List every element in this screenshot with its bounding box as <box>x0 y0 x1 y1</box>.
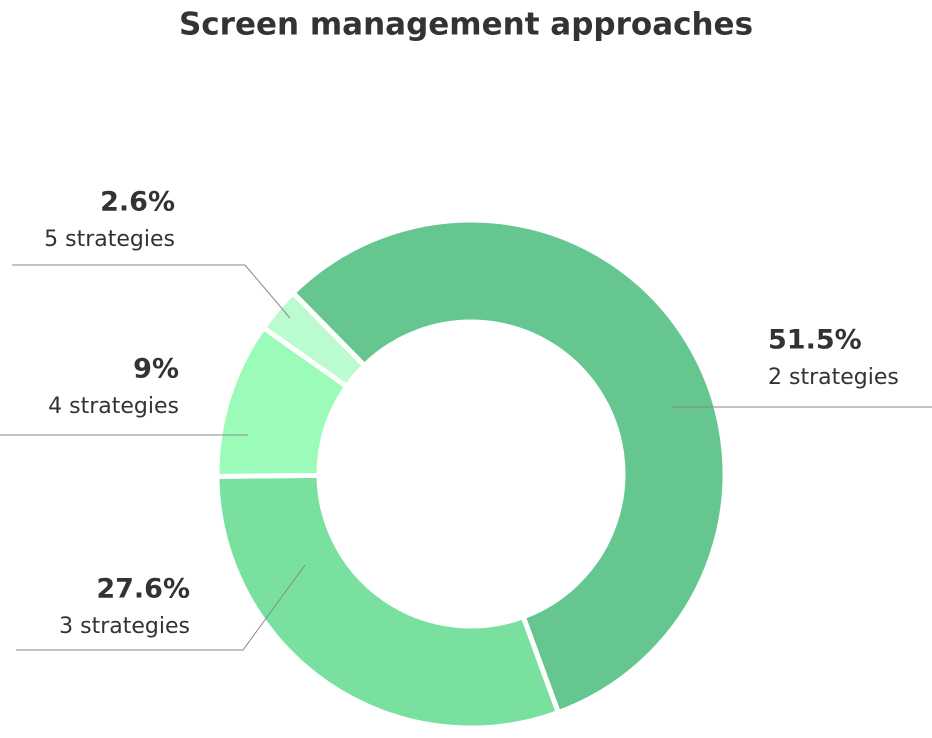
value-label: 27.6% <box>96 574 190 605</box>
category-label: 5 strategies <box>44 227 175 252</box>
value-label: 51.5% <box>768 325 862 356</box>
leader-line <box>12 264 291 319</box>
value-label: 2.6% <box>100 187 175 218</box>
category-label: 3 strategies <box>59 614 190 639</box>
category-label: 2 strategies <box>768 365 899 390</box>
leader-line <box>16 564 306 651</box>
value-label: 9% <box>133 354 179 385</box>
donut-slice <box>289 217 728 716</box>
donut-slice <box>214 472 562 731</box>
chart-title: Screen management approaches <box>179 7 753 43</box>
category-label: 4 strategies <box>48 394 179 419</box>
